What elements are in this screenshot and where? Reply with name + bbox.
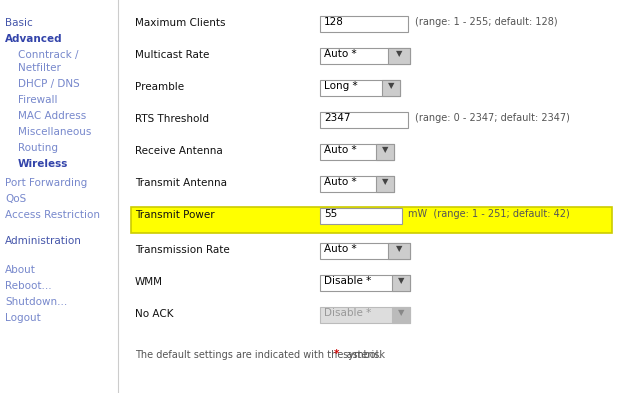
Bar [320,275,410,291]
Text: Port Forwarding: Port Forwarding [5,178,87,188]
Text: Netfilter: Netfilter [18,63,61,73]
Bar [131,207,612,233]
Text: No ACK: No ACK [135,309,174,319]
Text: Advanced: Advanced [5,34,62,44]
Text: Auto *: Auto * [324,177,357,187]
Text: Disable *: Disable * [324,276,371,286]
Text: ▼: ▼ [396,244,402,253]
Bar [376,144,394,160]
Text: (range: 0 - 2347; default: 2347): (range: 0 - 2347; default: 2347) [415,113,570,123]
Bar [320,243,410,259]
Bar [320,80,400,96]
Bar [320,176,394,192]
Text: Firewall: Firewall [18,95,57,105]
Text: Reboot...: Reboot... [5,281,52,291]
Text: Long *: Long * [324,81,358,91]
Text: Transmission Rate: Transmission Rate [135,245,230,255]
Text: The default settings are indicated with the asterisk: The default settings are indicated with … [135,350,388,360]
Text: ▼: ▼ [398,309,404,318]
Text: Preamble: Preamble [135,82,184,92]
Text: *: * [334,349,339,359]
Text: symbol.: symbol. [340,350,381,360]
Text: 2347: 2347 [324,113,350,123]
Text: Miscellaneous: Miscellaneous [18,127,91,137]
Text: Basic: Basic [5,18,33,28]
Text: ▼: ▼ [382,178,388,187]
Bar [392,307,410,323]
Text: Auto *: Auto * [324,49,357,59]
Text: Transmit Power: Transmit Power [135,210,214,220]
Text: RTS Threshold: RTS Threshold [135,114,209,124]
Text: Auto *: Auto * [324,145,357,155]
Text: Conntrack /: Conntrack / [18,50,78,60]
Text: ▼: ▼ [398,277,404,285]
Bar [320,208,402,224]
Bar [320,16,408,32]
Text: 55: 55 [324,209,337,219]
Bar [320,48,410,64]
Text: (range: 1 - 255; default: 128): (range: 1 - 255; default: 128) [415,17,557,27]
Text: About: About [5,265,36,275]
Text: Logout: Logout [5,313,41,323]
Text: Disable *: Disable * [324,308,371,318]
Text: Maximum Clients: Maximum Clients [135,18,226,28]
Bar [320,112,408,128]
Text: Transmit Antenna: Transmit Antenna [135,178,227,188]
Text: QoS: QoS [5,194,26,204]
Bar [382,80,400,96]
Bar [320,307,410,323]
Text: Wireless: Wireless [18,159,69,169]
Bar [376,176,394,192]
Bar [388,243,410,259]
Bar [320,144,394,160]
Text: WMM: WMM [135,277,163,287]
Text: Access Restriction: Access Restriction [5,210,100,220]
Text: ▼: ▼ [387,81,394,90]
Bar [392,275,410,291]
Bar [388,48,410,64]
Text: mW  (range: 1 - 251; default: 42): mW (range: 1 - 251; default: 42) [408,209,570,219]
Text: Multicast Rate: Multicast Rate [135,50,210,60]
Text: Administration: Administration [5,236,82,246]
Text: DHCP / DNS: DHCP / DNS [18,79,80,89]
Text: ▼: ▼ [382,145,388,154]
Text: Auto *: Auto * [324,244,357,254]
Text: Shutdown...: Shutdown... [5,297,67,307]
Text: 128: 128 [324,17,344,27]
Text: MAC Address: MAC Address [18,111,87,121]
Text: ▼: ▼ [396,50,402,59]
Text: Routing: Routing [18,143,58,153]
Text: Receive Antenna: Receive Antenna [135,146,222,156]
